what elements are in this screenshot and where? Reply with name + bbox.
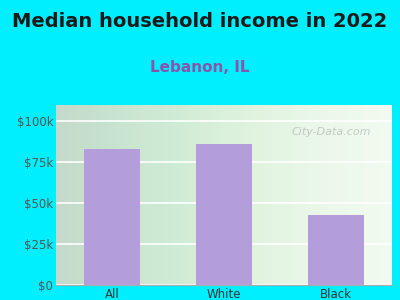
Bar bbox=[196, 144, 252, 285]
Text: Median household income in 2022: Median household income in 2022 bbox=[12, 12, 388, 31]
Bar bbox=[84, 149, 140, 285]
Text: City-Data.com: City-Data.com bbox=[291, 127, 371, 136]
Text: Lebanon, IL: Lebanon, IL bbox=[150, 60, 250, 75]
Bar bbox=[308, 214, 364, 285]
